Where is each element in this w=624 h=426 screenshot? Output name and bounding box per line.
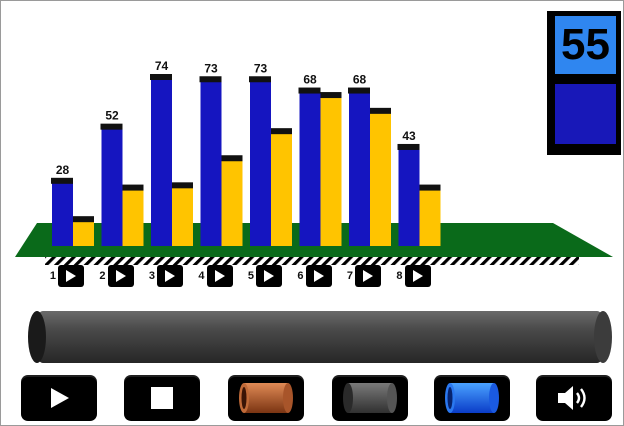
bar-value-label: 43 (402, 129, 416, 143)
gray-tube-button[interactable] (332, 375, 408, 421)
bar-primary-cap (348, 87, 370, 94)
column-play-button[interactable]: 2 (96, 265, 134, 287)
column-play-button[interactable]: 6 (294, 265, 332, 287)
column-play-number: 2 (99, 270, 106, 282)
stop-icon (151, 387, 173, 409)
column-play-number: 3 (148, 270, 155, 282)
play-icon (412, 270, 423, 282)
bar-primary-cap (199, 76, 222, 83)
tube-end-left (28, 311, 46, 363)
bar-primary (250, 81, 271, 246)
play-icon (313, 270, 324, 282)
bar-secondary-cap (319, 92, 342, 99)
column-play-button[interactable]: 5 (244, 265, 282, 287)
bar-value-label: 74 (155, 59, 169, 73)
copper-tube-button[interactable] (228, 375, 304, 421)
column-play-box (305, 265, 332, 287)
column-play-box (58, 265, 84, 287)
bar-primary (299, 92, 321, 246)
bar-primary-cap (100, 123, 123, 130)
bar-value-label: 73 (204, 61, 218, 75)
sound-button[interactable] (536, 375, 612, 421)
counter-value: 55 (561, 20, 610, 69)
bar-primary (52, 182, 73, 246)
bar-secondary (271, 133, 292, 246)
column-play-number: 7 (346, 270, 353, 282)
column-play-box (107, 265, 134, 287)
bar-secondary-cap (369, 107, 391, 114)
tube (28, 311, 612, 363)
speaker-icon (558, 386, 586, 410)
column-play-box (355, 265, 381, 287)
bar-primary-cap (249, 76, 271, 83)
gray-tube-icon (343, 383, 397, 413)
column-play-number: 6 (297, 270, 304, 282)
bar-secondary (73, 221, 94, 246)
play-button[interactable] (21, 375, 97, 421)
bar-value-label: 28 (56, 163, 70, 177)
bar-secondary (172, 187, 193, 246)
bar-secondary-cap (72, 216, 94, 223)
column-play-number: 4 (198, 270, 205, 282)
bar-primary (101, 128, 123, 246)
copper-tube-icon (239, 383, 293, 413)
bar-secondary-cap (121, 184, 144, 191)
tube-body (33, 311, 607, 363)
column-play-button[interactable]: 7 (343, 265, 381, 287)
bar-secondary (122, 189, 144, 246)
bar-secondary-cap (171, 182, 193, 189)
bar-primary-cap (397, 143, 420, 150)
stop-button[interactable] (124, 375, 200, 421)
play-icon (51, 388, 69, 408)
column-play-button[interactable]: 1 (46, 265, 84, 287)
bar-primary (398, 148, 420, 246)
column-play-button[interactable]: 8 (393, 265, 431, 287)
bar-value-label: 52 (105, 109, 119, 123)
color-swatch (555, 84, 616, 144)
bar-secondary-cap (220, 155, 243, 162)
column-play-box (206, 265, 233, 287)
bar-primary (349, 92, 370, 246)
bar-chart: 28 52 74 73 73 68 68 43 (15, 59, 613, 265)
play-icon (66, 270, 76, 282)
bar-secondary (370, 112, 391, 246)
column-play-box (256, 265, 282, 287)
column-play-number: 8 (396, 270, 403, 282)
column-play-number: 1 (49, 270, 56, 282)
bar-value-label: 73 (254, 61, 268, 75)
bar-primary (151, 79, 172, 246)
bar-secondary (221, 160, 243, 246)
play-icon (363, 270, 373, 282)
column-play-box (157, 265, 183, 287)
column-play-box (404, 265, 431, 287)
blue-tube-button[interactable] (434, 375, 510, 421)
bar-value-label: 68 (353, 73, 367, 87)
play-icon (115, 270, 126, 282)
bar-value-label: 68 (303, 73, 317, 87)
bar-secondary (419, 189, 441, 246)
column-play-button[interactable]: 3 (145, 265, 183, 287)
bar-primary (200, 81, 222, 246)
column-play-number: 5 (247, 270, 254, 282)
play-icon (214, 270, 225, 282)
bar-secondary-cap (418, 184, 441, 191)
counter-display: 55 (555, 16, 616, 74)
play-icon (264, 270, 274, 282)
counter-panel: 55 (547, 11, 621, 155)
bar-primary-cap (298, 87, 321, 94)
bar-primary-cap (150, 74, 172, 80)
bar-primary-cap (51, 177, 73, 184)
tube-end-right (594, 311, 612, 363)
bar-secondary (320, 97, 342, 247)
chart-floor-edge (45, 257, 579, 265)
play-icon (165, 270, 175, 282)
blue-tube-icon (445, 383, 499, 413)
bar-secondary-cap (270, 128, 292, 135)
column-play-button[interactable]: 4 (195, 265, 233, 287)
